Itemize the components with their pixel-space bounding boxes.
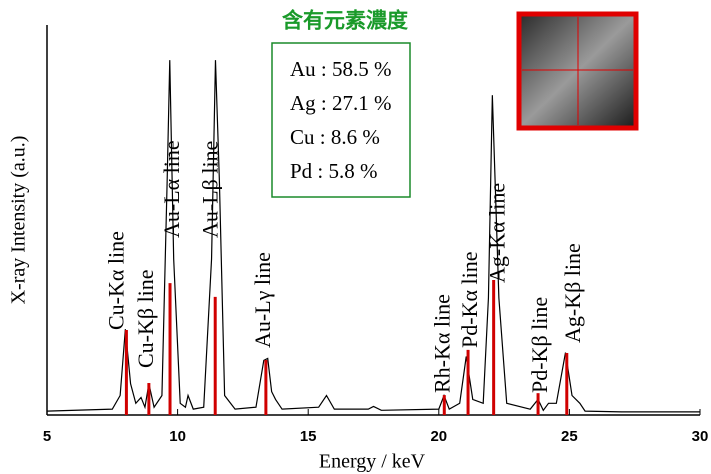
peak-label: Rh-Kα line	[429, 294, 454, 393]
y-axis-label: X-ray Intensity (a.u.)	[8, 136, 30, 305]
x-tick-label: 15	[300, 428, 317, 445]
composition-line: Cu : 8.6 %	[290, 125, 380, 149]
peak-label: Ag-Kβ line	[560, 243, 585, 343]
x-axis-label: Energy / keV	[319, 451, 426, 473]
peak-label: Cu-Kα line	[103, 231, 128, 330]
chart: X-ray Intensity (a.u.) Energy / keV 含有元素…	[0, 0, 711, 474]
x-tick-label: 30	[692, 428, 709, 445]
x-tick-label: 25	[561, 428, 578, 445]
inset-title: 含有元素濃度	[282, 9, 408, 33]
peak-label: Pd-Kα line	[457, 252, 482, 348]
peak-label: Pd-Kβ line	[527, 297, 552, 393]
x-tick-label: 5	[43, 428, 51, 445]
x-tick-label: 10	[169, 428, 186, 445]
composition-line: Ag : 27.1 %	[290, 91, 392, 115]
peak-label: Au-Lα line	[159, 140, 184, 238]
x-tick-label: 20	[430, 428, 447, 445]
photo	[519, 14, 636, 128]
composition-line: Au : 58.5 %	[290, 57, 392, 81]
peak-label: Au-Lβ line	[197, 141, 222, 238]
peak-label: Cu-Kβ line	[133, 269, 158, 368]
peak-label: Au-Lγ line	[250, 252, 275, 348]
composition-line: Pd : 5.8 %	[290, 159, 378, 183]
peak-label: Ag-Kα line	[485, 183, 510, 283]
